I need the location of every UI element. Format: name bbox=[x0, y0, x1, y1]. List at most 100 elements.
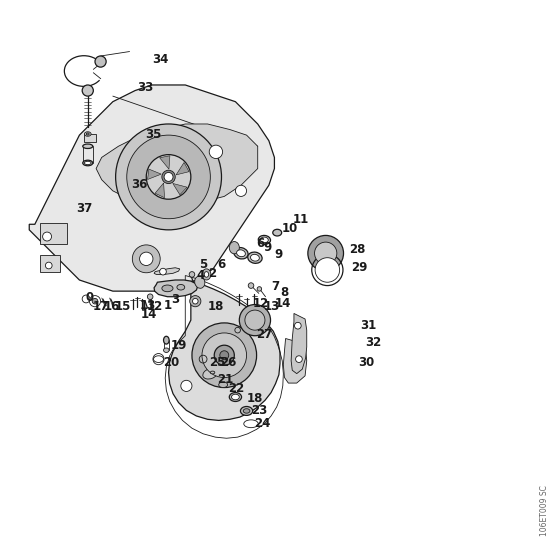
Text: 35: 35 bbox=[145, 128, 161, 141]
Polygon shape bbox=[96, 124, 258, 208]
Text: 34: 34 bbox=[152, 53, 169, 67]
Circle shape bbox=[214, 345, 234, 365]
Ellipse shape bbox=[86, 133, 89, 135]
Circle shape bbox=[315, 242, 337, 264]
Text: 15: 15 bbox=[115, 300, 131, 313]
Circle shape bbox=[147, 294, 153, 300]
Polygon shape bbox=[176, 162, 189, 175]
Text: 0: 0 bbox=[85, 291, 94, 304]
Text: 12: 12 bbox=[147, 300, 163, 313]
Circle shape bbox=[308, 235, 343, 271]
Text: 13: 13 bbox=[264, 300, 280, 313]
Circle shape bbox=[181, 380, 192, 391]
Polygon shape bbox=[29, 85, 274, 291]
Circle shape bbox=[245, 310, 265, 330]
Polygon shape bbox=[283, 338, 307, 383]
Ellipse shape bbox=[83, 144, 93, 148]
Circle shape bbox=[193, 298, 198, 304]
Text: 12: 12 bbox=[253, 297, 269, 310]
Polygon shape bbox=[291, 314, 307, 374]
Ellipse shape bbox=[250, 254, 259, 261]
Text: 8: 8 bbox=[281, 286, 288, 298]
Text: 28: 28 bbox=[349, 243, 365, 256]
Text: 32: 32 bbox=[366, 336, 382, 349]
Ellipse shape bbox=[219, 382, 227, 388]
Text: 23: 23 bbox=[251, 404, 267, 417]
Circle shape bbox=[257, 287, 262, 291]
Ellipse shape bbox=[237, 250, 245, 256]
Circle shape bbox=[235, 328, 240, 333]
Polygon shape bbox=[160, 156, 170, 169]
FancyBboxPatch shape bbox=[40, 223, 67, 244]
Ellipse shape bbox=[195, 276, 205, 288]
Text: 25: 25 bbox=[209, 356, 226, 369]
Ellipse shape bbox=[83, 160, 93, 166]
Circle shape bbox=[248, 283, 254, 288]
Text: 1: 1 bbox=[164, 298, 171, 311]
Circle shape bbox=[115, 124, 222, 230]
Circle shape bbox=[202, 333, 246, 377]
Circle shape bbox=[190, 296, 201, 307]
Text: 30: 30 bbox=[358, 356, 375, 369]
Text: 11: 11 bbox=[293, 213, 309, 226]
Text: 4: 4 bbox=[197, 269, 205, 282]
Circle shape bbox=[139, 252, 153, 265]
Text: 18: 18 bbox=[208, 300, 224, 313]
Text: 36: 36 bbox=[132, 178, 148, 190]
Text: 16: 16 bbox=[104, 300, 120, 313]
Ellipse shape bbox=[229, 241, 239, 254]
Ellipse shape bbox=[229, 393, 241, 402]
Text: 9: 9 bbox=[275, 249, 283, 262]
Ellipse shape bbox=[177, 284, 185, 290]
Text: 19: 19 bbox=[170, 339, 187, 352]
Circle shape bbox=[162, 170, 175, 184]
Text: 13: 13 bbox=[139, 298, 156, 311]
Text: 106ET009 SC: 106ET009 SC bbox=[540, 486, 549, 536]
Ellipse shape bbox=[85, 132, 91, 136]
Text: 17: 17 bbox=[92, 300, 109, 313]
Text: 31: 31 bbox=[360, 319, 376, 332]
Circle shape bbox=[295, 323, 301, 329]
Circle shape bbox=[92, 298, 98, 304]
Ellipse shape bbox=[203, 368, 218, 379]
Circle shape bbox=[127, 135, 211, 219]
Text: 26: 26 bbox=[221, 356, 237, 369]
Ellipse shape bbox=[273, 229, 282, 236]
Ellipse shape bbox=[234, 248, 248, 259]
Circle shape bbox=[45, 262, 52, 269]
Circle shape bbox=[209, 145, 223, 158]
Ellipse shape bbox=[162, 285, 173, 292]
Text: 14: 14 bbox=[141, 308, 157, 321]
Text: 20: 20 bbox=[163, 356, 179, 369]
Text: 7: 7 bbox=[272, 280, 279, 293]
FancyBboxPatch shape bbox=[84, 134, 96, 142]
Text: 6: 6 bbox=[217, 258, 226, 271]
Circle shape bbox=[315, 258, 339, 282]
Ellipse shape bbox=[240, 407, 253, 416]
Polygon shape bbox=[154, 280, 198, 297]
Ellipse shape bbox=[164, 336, 169, 344]
Text: 14: 14 bbox=[274, 297, 291, 310]
Circle shape bbox=[220, 351, 228, 360]
Circle shape bbox=[146, 155, 191, 199]
Text: 22: 22 bbox=[228, 382, 245, 395]
Ellipse shape bbox=[248, 252, 262, 263]
Ellipse shape bbox=[85, 161, 91, 165]
Text: 5: 5 bbox=[199, 258, 207, 271]
Ellipse shape bbox=[231, 394, 239, 400]
Text: 29: 29 bbox=[351, 262, 367, 274]
Polygon shape bbox=[147, 169, 161, 180]
Circle shape bbox=[82, 85, 94, 96]
Text: 24: 24 bbox=[254, 417, 270, 430]
Text: 10: 10 bbox=[282, 222, 298, 235]
Circle shape bbox=[164, 172, 173, 181]
Circle shape bbox=[160, 268, 166, 275]
Text: 18: 18 bbox=[247, 391, 263, 405]
Text: 27: 27 bbox=[256, 328, 273, 341]
Text: 33: 33 bbox=[137, 81, 153, 94]
Ellipse shape bbox=[243, 409, 250, 413]
Circle shape bbox=[192, 323, 256, 388]
Circle shape bbox=[95, 56, 106, 67]
Text: 9: 9 bbox=[264, 241, 272, 254]
Ellipse shape bbox=[211, 371, 215, 374]
